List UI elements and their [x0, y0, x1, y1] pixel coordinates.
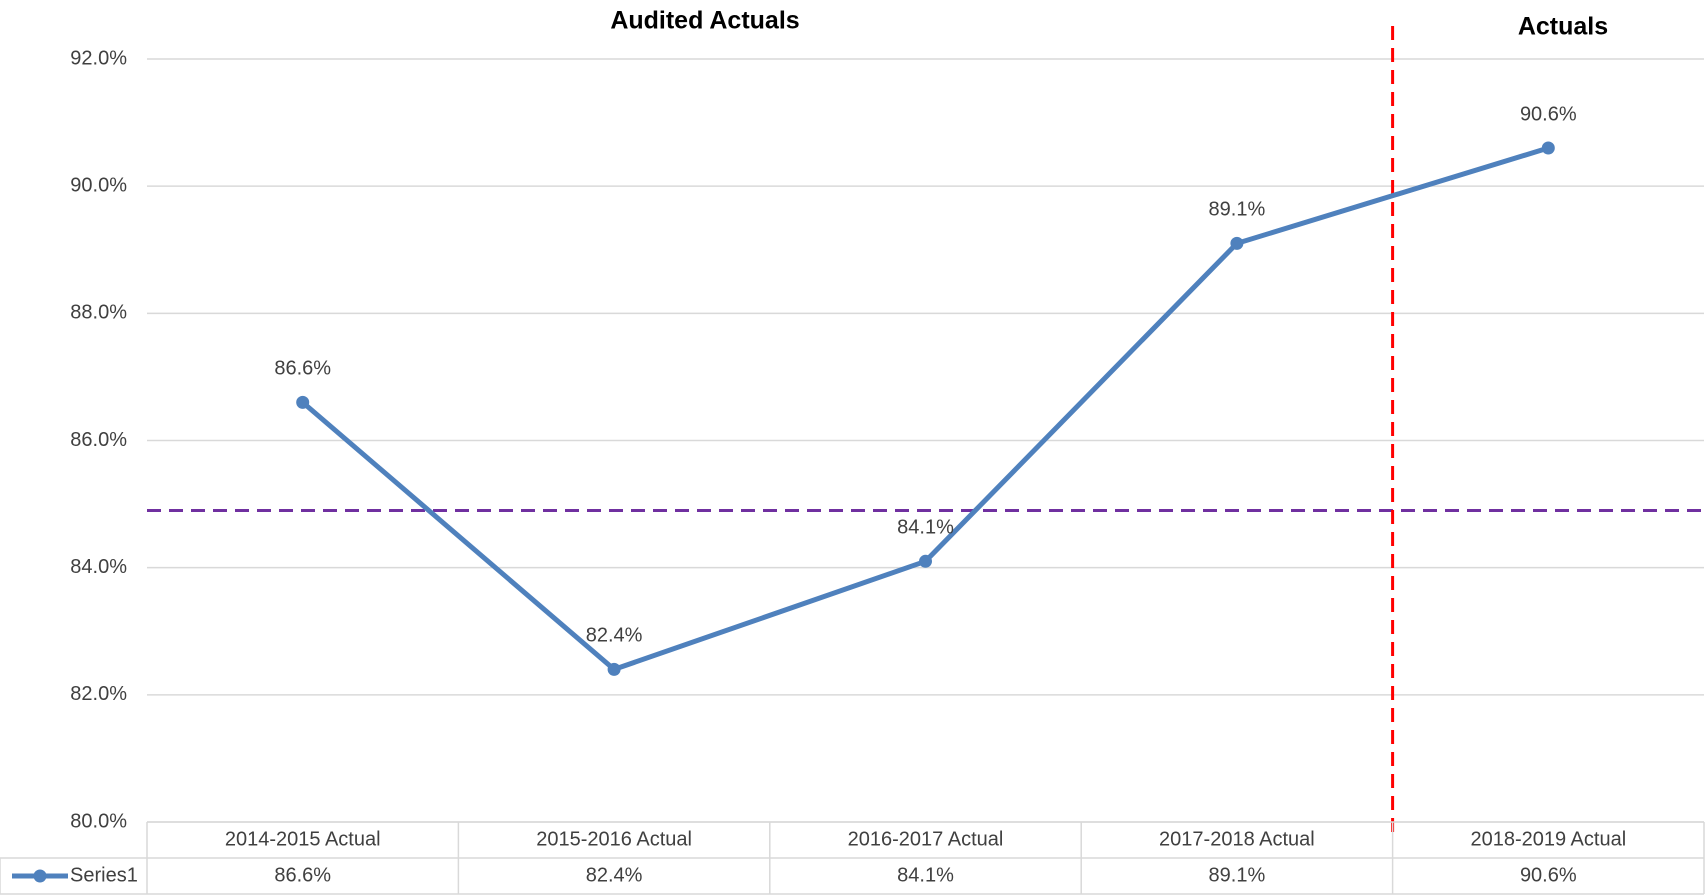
x-tick-label: 2015-2016 Actual [536, 828, 692, 850]
data-point [1541, 141, 1555, 155]
data-point [296, 395, 310, 409]
x-tick-label: 2016-2017 Actual [848, 828, 1004, 850]
legend-label: Series1 [70, 864, 138, 886]
y-tick-label: 88.0% [70, 302, 127, 324]
table-cell: 84.1% [897, 864, 954, 886]
y-tick-label: 82.0% [70, 683, 127, 705]
data-label: 86.6% [274, 358, 331, 380]
table-cell: 82.4% [586, 864, 643, 886]
table-cell: 90.6% [1520, 864, 1577, 886]
series-line [301, 145, 1550, 672]
data-point [607, 662, 621, 676]
y-tick-label: 90.0% [70, 174, 127, 196]
data-point [1230, 236, 1244, 250]
section-title: Audited Actuals [610, 7, 799, 35]
data-label: 90.6% [1520, 103, 1577, 125]
y-tick-label: 80.0% [70, 810, 127, 832]
table-cell: 89.1% [1209, 864, 1266, 886]
data-point [919, 554, 932, 568]
y-tick-label: 84.0% [70, 556, 127, 578]
y-tick-label: 86.0% [70, 429, 127, 451]
y-tick-label: 92.0% [70, 47, 127, 69]
data-label: 84.1% [897, 517, 954, 539]
x-tick-label: 2017-2018 Actual [1159, 828, 1315, 850]
x-tick-label: 2018-2019 Actual [1470, 828, 1626, 850]
table-cell: 86.6% [274, 864, 331, 886]
data-label: 82.4% [586, 625, 643, 647]
x-tick-label: 2014-2015 Actual [225, 828, 381, 850]
section-title: Actuals [1518, 13, 1608, 41]
legend-marker [33, 869, 47, 883]
data-label: 89.1% [1209, 199, 1266, 221]
